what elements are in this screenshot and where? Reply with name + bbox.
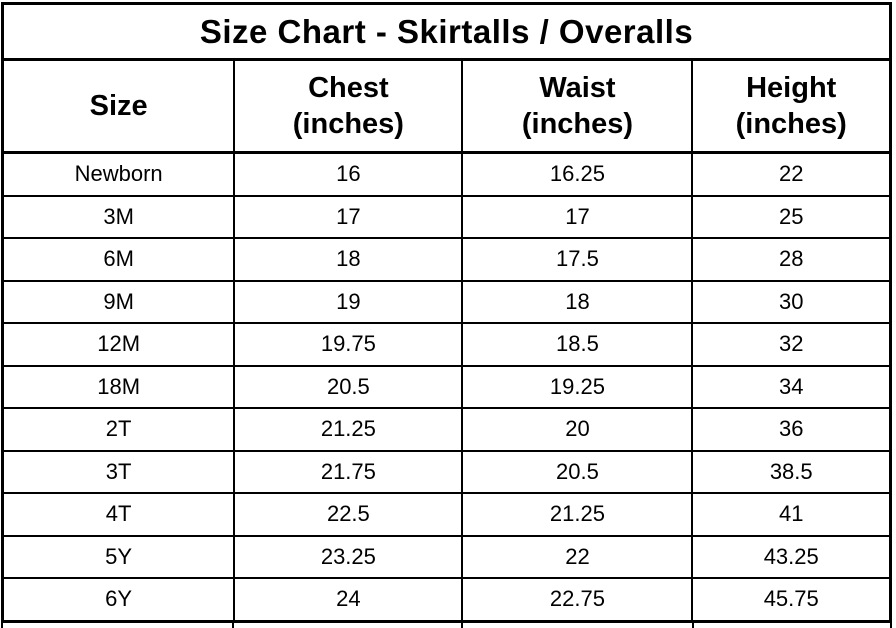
value-cell: 22.5 (233, 492, 464, 537)
table-row: 5Y 23.25 22 43.25 (1, 534, 892, 579)
value-cell: 19.75 (233, 322, 464, 367)
value-cell: 18.5 (461, 322, 694, 367)
column-border-stub (692, 622, 694, 628)
size-cell: 6Y (1, 577, 236, 622)
value-cell: 41 (691, 492, 892, 537)
value-cell: 45.75 (691, 577, 892, 622)
value-cell: 36 (691, 407, 892, 452)
size-cell: 4T (1, 492, 236, 537)
column-border-stub (232, 622, 234, 628)
value-cell: 19 (233, 279, 464, 324)
value-cell: 22 (461, 534, 694, 579)
value-cell: 16.25 (461, 151, 694, 197)
value-cell: 30 (691, 279, 892, 324)
table-row: 2T 21.25 20 36 (1, 407, 892, 452)
value-cell: 38.5 (691, 449, 892, 494)
column-header-size: Size (1, 58, 236, 154)
table-row: 12M 19.75 18.5 32 (1, 322, 892, 367)
table-row: Newborn 16 16.25 22 (1, 151, 892, 197)
value-cell: 17 (461, 194, 694, 239)
value-cell: 17.5 (461, 237, 694, 282)
value-cell: 34 (691, 364, 892, 409)
size-cell: 2T (1, 407, 236, 452)
size-cell: 5Y (1, 534, 236, 579)
value-cell: 18 (461, 279, 694, 324)
value-cell: 21.25 (233, 407, 464, 452)
table-row: 3M 17 17 25 (1, 194, 892, 239)
column-header-waist: Waist (inches) (461, 58, 694, 154)
title-row: Size Chart - Skirtalls / Overalls (2, 3, 891, 61)
value-cell: 43.25 (691, 534, 892, 579)
value-cell: 18 (233, 237, 464, 282)
cropped-next-row-borders (1, 622, 892, 628)
value-cell: 22 (691, 151, 892, 197)
table-row: 18M 20.5 19.25 34 (1, 364, 892, 409)
value-cell: 23.25 (233, 534, 464, 579)
column-border-stub (461, 622, 463, 628)
value-cell: 21.75 (233, 449, 464, 494)
table-body: Newborn 16 16.25 22 3M 17 17 25 6M 18 17.5 28 9M 19 18… (1, 151, 892, 622)
header-row: Size Chest (inches) Waist (inches) Height (inc… (1, 58, 892, 154)
value-cell: 22.75 (461, 577, 694, 622)
value-cell: 19.25 (461, 364, 694, 409)
value-cell: 28 (691, 237, 892, 282)
value-cell: 20.5 (461, 449, 694, 494)
table-row: 6M 18 17.5 28 (1, 237, 892, 282)
size-cell: Newborn (1, 151, 236, 197)
table-row: 9M 19 18 30 (1, 279, 892, 324)
table-row: 6Y 24 22.75 45.75 (1, 577, 892, 622)
table-row: 3T 21.75 20.5 38.5 (1, 449, 892, 494)
table-row: 4T 22.5 21.25 41 (1, 492, 892, 537)
column-border-stub (1, 622, 3, 628)
value-cell: 20 (461, 407, 694, 452)
size-cell: 12M (1, 322, 236, 367)
value-cell: 17 (233, 194, 464, 239)
column-header-height: Height (inches) (691, 58, 892, 154)
value-cell: 25 (691, 194, 892, 239)
column-header-chest: Chest (inches) (233, 58, 464, 154)
value-cell: 21.25 (461, 492, 694, 537)
size-cell: 9M (1, 279, 236, 324)
size-cell: 6M (1, 237, 236, 282)
value-cell: 32 (691, 322, 892, 367)
size-cell: 3M (1, 194, 236, 239)
column-border-stub (890, 622, 892, 628)
value-cell: 16 (233, 151, 464, 197)
size-cell: 18M (1, 364, 236, 409)
size-cell: 3T (1, 449, 236, 494)
table-title: Size Chart - Skirtalls / Overalls (2, 3, 891, 61)
value-cell: 24 (233, 577, 464, 622)
value-cell: 20.5 (233, 364, 464, 409)
